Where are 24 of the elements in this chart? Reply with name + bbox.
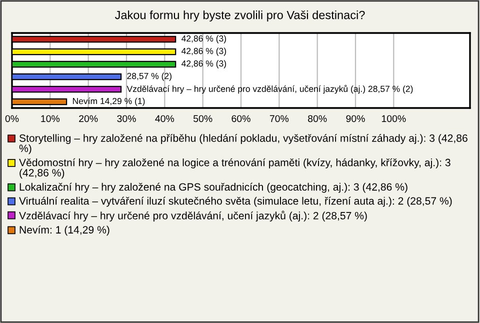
x-tick-label: 20% — [79, 115, 98, 122]
legend-label: Lokalizační hry – hry založené na GPS souřadnicích (geocatching, aj.): 3 (42,86 %) — [20, 182, 408, 193]
data-label: 28,57 % (2) — [127, 72, 172, 81]
data-label: 42,86 % (3) — [182, 48, 226, 56]
x-tick-label: 70% — [270, 115, 289, 122]
legend-label: Virtuální realita – vytváření iluzí skutečného světa (simulace letu, řízení auta aj.): 2 (28,57 %) — [19, 196, 452, 207]
data-label: 42,86 % (3) — [182, 35, 226, 44]
data-label: Vzdělávací hry – hry určené pro vzdělávání, učení jazyků (aj.) 28,57 % (2) — [126, 84, 413, 94]
x-tick-label: 10% — [41, 115, 60, 122]
data-label: Nevím 14,29 % (1) — [72, 98, 145, 106]
x-tick-label: 40% — [155, 115, 174, 122]
legend-label: Vzdělávací hry – hry určené pro vzdělávání, učení jazyků (aj.): 2 (28,57 %) — [19, 210, 367, 222]
x-tick-label: 80% — [308, 115, 327, 122]
x-tick-label: 60% — [232, 115, 250, 122]
x-tick-label: 0% — [5, 115, 19, 122]
legend-label: Storytelling – hry založené na příběhu (hledání pokladu, vyšetřování místní záhady aj.): 3 (42,86 %) — [19, 134, 468, 154]
legend-label: Vědomostní hry – hry založené na logice a trénování paměti (kvízy, hádanky, křížovky, aj.): 3 (42,86 %) — [19, 158, 450, 179]
x-tick-label: 100% — [382, 115, 406, 122]
x-tick-label: 90% — [346, 115, 365, 122]
legend-label: Nevím: 1 (14,29 %) — [20, 226, 110, 236]
x-tick-label: 50% — [193, 115, 212, 122]
chart-title: Jakou formu hry byste zvolili pro Vaši destinaci? — [114, 10, 365, 22]
data-label: 42,86 % (3) — [182, 60, 226, 68]
x-tick-label: 30% — [117, 115, 136, 122]
